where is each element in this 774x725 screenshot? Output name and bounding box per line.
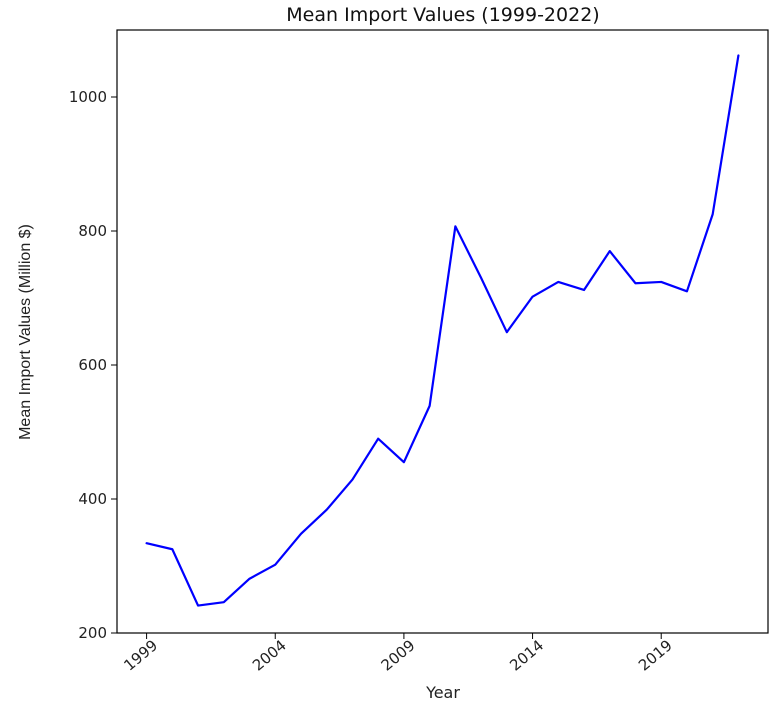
x-axis-label: Year xyxy=(425,683,460,702)
x-axis: 1999 2004 2009 2014 2019 xyxy=(120,633,676,675)
y-tick-label: 600 xyxy=(78,356,107,374)
y-tick-label: 800 xyxy=(78,222,107,240)
y-axis: 200 400 600 800 1000 xyxy=(69,88,117,642)
y-tick-label: 1000 xyxy=(69,88,107,106)
series-line xyxy=(145,54,740,607)
y-tick-label: 200 xyxy=(78,624,107,642)
x-tick-label: 2009 xyxy=(378,636,419,674)
x-tick-label: 2004 xyxy=(249,636,290,674)
plot-frame xyxy=(116,29,769,634)
x-tick-label: 2019 xyxy=(635,636,676,674)
y-tick-label: 400 xyxy=(78,490,107,508)
chart-title: Mean Import Values (1999-2022) xyxy=(286,4,599,26)
x-tick-label: 1999 xyxy=(120,636,161,674)
y-axis-label: Mean Import Values (Million $) xyxy=(17,224,34,440)
x-tick-label: 2014 xyxy=(506,636,547,674)
